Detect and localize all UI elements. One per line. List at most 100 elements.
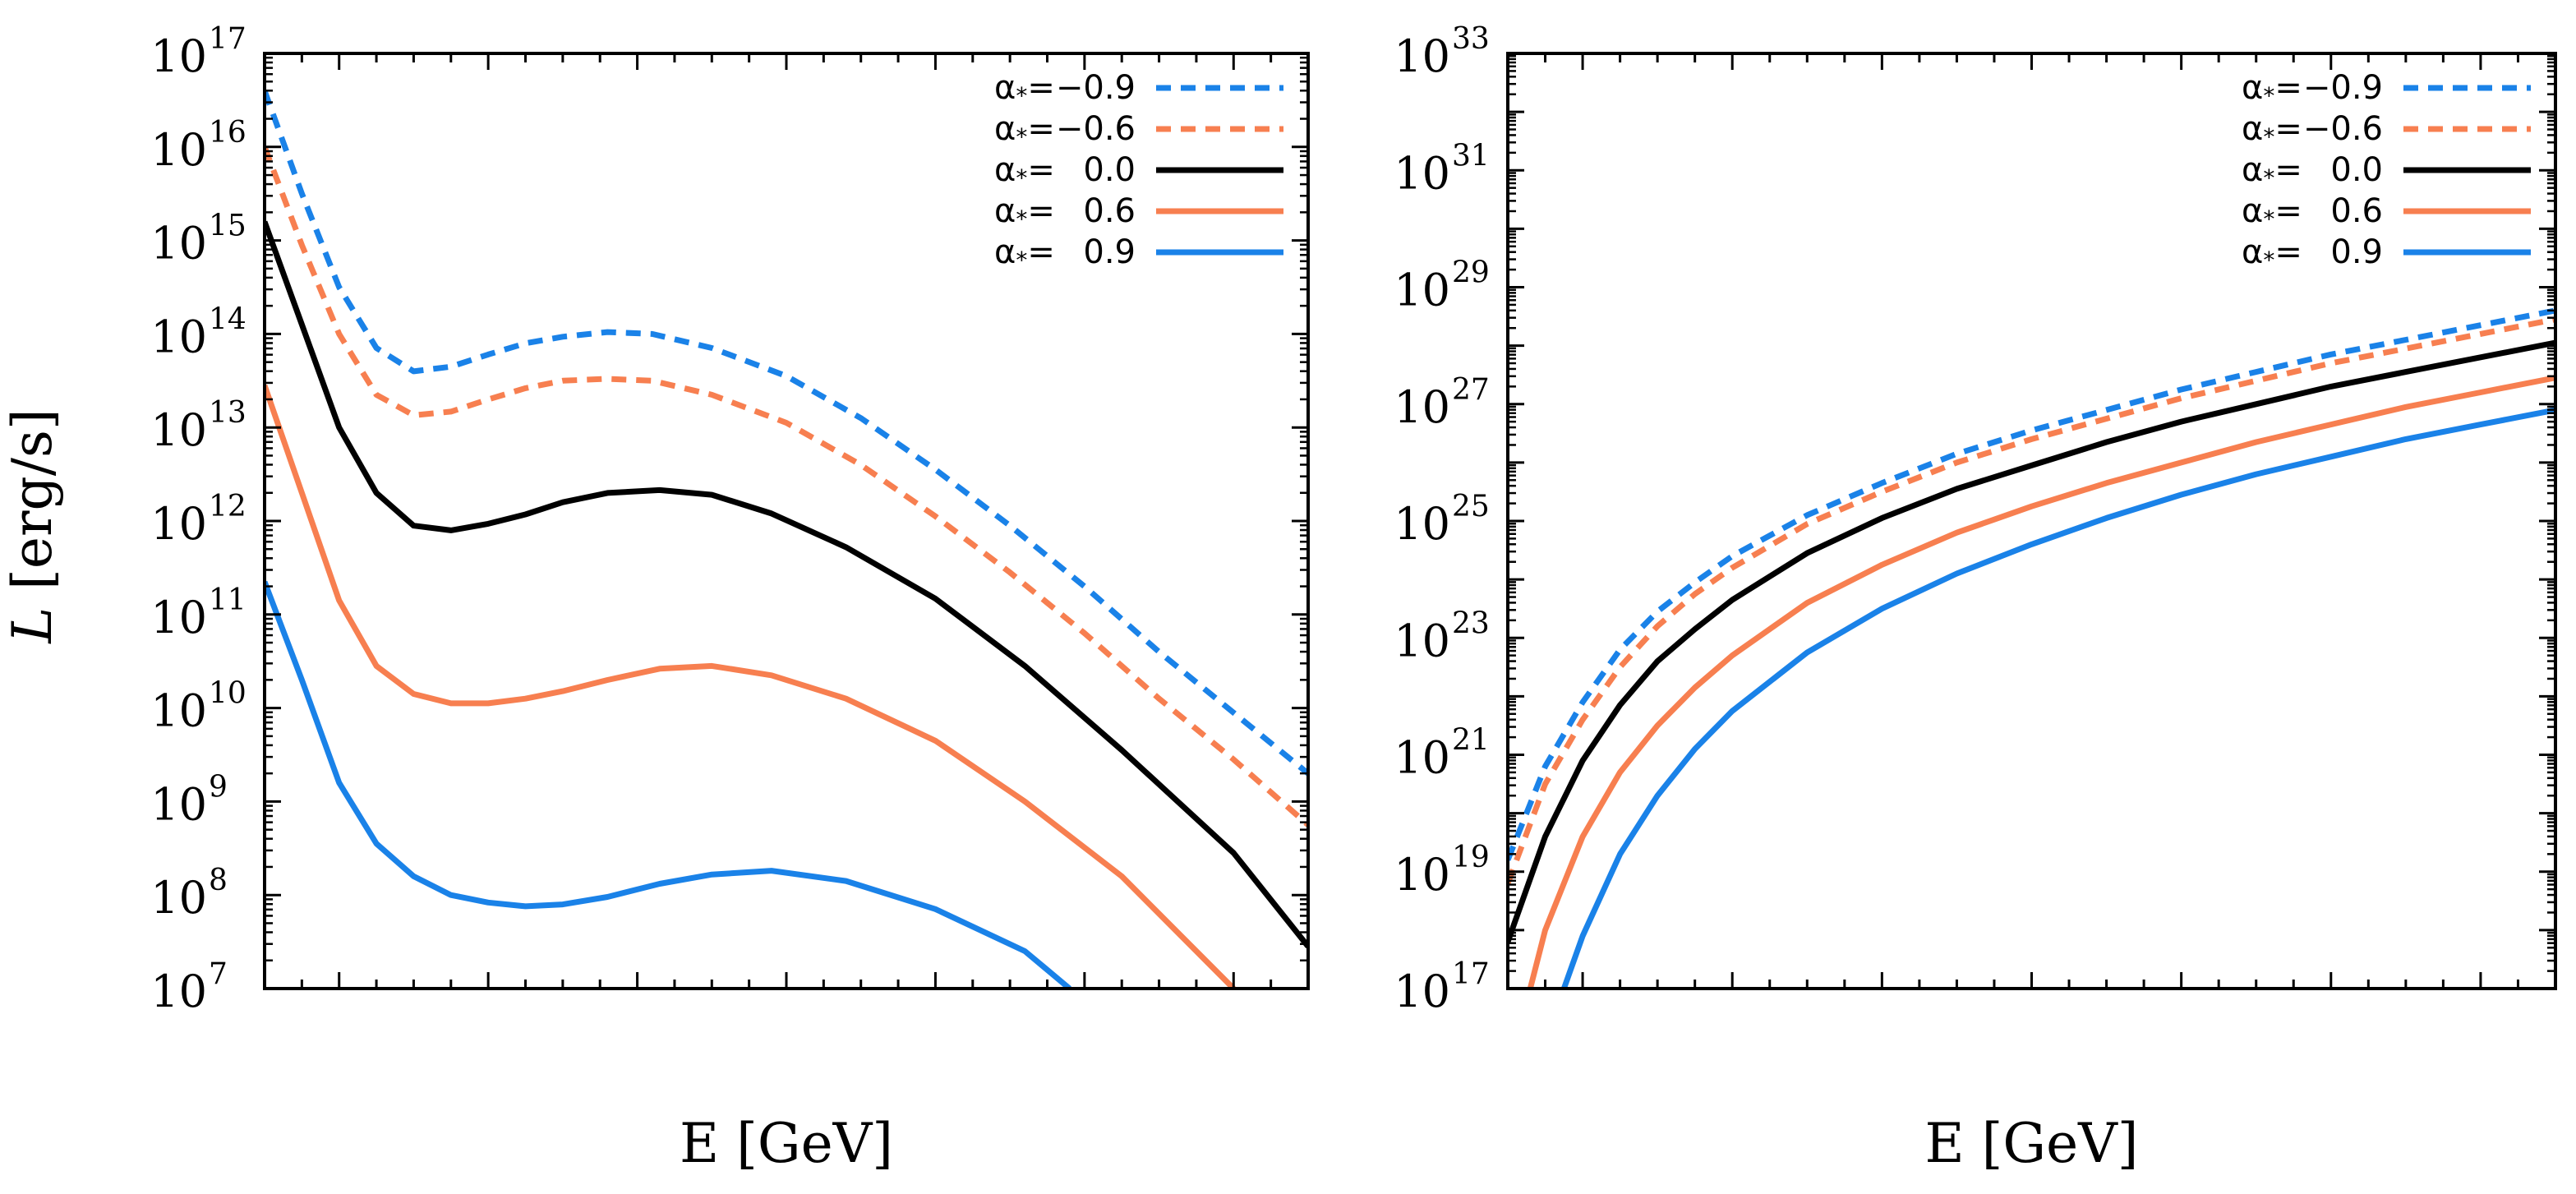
series-line-2	[265, 145, 1308, 828]
legend-equals: =	[2274, 192, 2302, 230]
y-tick-exponent: 10	[209, 677, 247, 711]
y-tick-base: 10	[150, 30, 207, 82]
legend-entry-value: −0.9	[1056, 69, 1136, 107]
y-tick-label: 10	[150, 218, 207, 270]
y-tick-base: 10	[150, 685, 207, 737]
y-tick-exponent: 16	[209, 116, 247, 150]
legend-symbol: α	[994, 110, 1016, 148]
legend-entry-label: α*=	[2242, 69, 2302, 109]
x-axis-label: E [GeV]	[680, 1112, 893, 1175]
y-tick-base: 10	[1394, 732, 1450, 784]
legend-subscript: *	[2263, 164, 2274, 191]
y-tick-label: 10	[1394, 966, 1450, 1017]
legend-symbol: α	[994, 69, 1016, 107]
y-tick-exponent: 29	[1452, 256, 1490, 290]
y-tick-base: 10	[150, 778, 207, 830]
series-line-1	[1508, 307, 2555, 861]
legend-equals: =	[1027, 192, 1055, 230]
y-tick-exponent: 14	[209, 302, 247, 336]
y-tick-exponent: 12	[209, 490, 247, 523]
legend-symbol: α	[994, 192, 1016, 230]
y-tick-label: 10	[1394, 615, 1450, 666]
y-tick-base: 10	[150, 966, 207, 1017]
legend-entry-value: 0.6	[2330, 192, 2383, 230]
legend-equals: =	[2274, 69, 2302, 107]
y-tick-base: 10	[1394, 849, 1450, 901]
series-group	[265, 90, 1308, 989]
plot-frame	[1506, 52, 2557, 990]
y-tick-label: 10	[1394, 849, 1450, 901]
y-tick-base: 10	[150, 218, 207, 270]
y-tick-exponent: 8	[209, 864, 228, 897]
y-tick-label: 10	[1394, 265, 1450, 316]
series-line-5	[1561, 407, 2555, 989]
legend-equals: =	[1027, 151, 1055, 189]
legend-subscript: *	[1016, 123, 1027, 150]
y-tick-exponent: 17	[209, 22, 247, 56]
legend-entry-value: 0.9	[2330, 233, 2383, 271]
y-tick-label: 10	[150, 30, 207, 82]
y-tick-exponent: 15	[209, 210, 247, 243]
legend-entry-label: α*=	[994, 110, 1055, 150]
y-tick-label: 10	[1394, 147, 1450, 199]
legend: α*= −0.9α*= −0.6α*= 0.0α*= 0.6α*= 0.9	[994, 69, 1283, 274]
y-tick-exponent: 9	[209, 770, 228, 804]
y-tick-base: 10	[1394, 966, 1450, 1017]
legend-equals: =	[2274, 233, 2302, 271]
y-tick-exponent: 25	[1452, 490, 1490, 523]
y-tick-label: 10	[150, 778, 207, 830]
y-tick-label: 10	[150, 966, 207, 1017]
legend-symbol: α	[2242, 69, 2263, 107]
legend-subscript: *	[2263, 123, 2274, 150]
y-tick-exponent: 27	[1452, 373, 1490, 407]
legend-entry-value: 0.0	[2330, 151, 2383, 189]
y-axis-label-italic: L	[1, 607, 64, 644]
legend-subscript: *	[2263, 205, 2274, 233]
series-group	[1508, 307, 2555, 989]
y-tick-exponent: 11	[209, 583, 247, 617]
y-tick-base: 10	[1394, 30, 1450, 82]
x-axis-label: E [GeV]	[1924, 1112, 2138, 1175]
legend-entry-value: −0.6	[1056, 110, 1136, 148]
legend-symbol: α	[2242, 110, 2263, 148]
y-tick-base: 10	[150, 592, 207, 643]
y-tick-base: 10	[1394, 381, 1450, 433]
y-tick-label: 10	[150, 404, 207, 456]
legend-entry-value: −0.6	[2303, 110, 2383, 148]
y-tick-exponent: 23	[1452, 606, 1490, 640]
legend-entry-label: α*=	[994, 151, 1055, 191]
y-tick-exponent: 7	[209, 957, 228, 991]
legend-entry-label: α*=	[2242, 233, 2302, 274]
y-tick-base: 10	[150, 404, 207, 456]
y-tick-base: 10	[1394, 265, 1450, 316]
legend-entry-value: −0.9	[2303, 69, 2383, 107]
legend-subscript: *	[1016, 205, 1027, 233]
legend-entry-label: α*=	[994, 69, 1055, 109]
y-tick-label: 10	[1394, 498, 1450, 550]
y-tick-base: 10	[1394, 498, 1450, 550]
y-tick-exponent: 31	[1452, 139, 1490, 173]
legend-subscript: *	[1016, 82, 1027, 109]
y-tick-exponent: 13	[209, 396, 247, 430]
figure-y-axis-label: L [erg/s]	[1, 408, 64, 643]
legend-entry-value: 0.0	[1083, 151, 1136, 189]
y-tick-base: 10	[150, 872, 207, 924]
series-line-5	[265, 580, 1071, 989]
legend-entry-label: α*=	[994, 192, 1055, 233]
y-axis-label-unit: [erg/s]	[1, 408, 64, 606]
legend-symbol: α	[994, 233, 1016, 271]
legend-entry-label: α*=	[2242, 151, 2302, 191]
legend-symbol: α	[2242, 192, 2263, 230]
y-tick-label: 10	[150, 124, 207, 176]
y-tick-base: 10	[150, 498, 207, 550]
legend-equals: =	[1027, 69, 1055, 107]
y-tick-label: 10	[1394, 381, 1450, 433]
series-line-1	[265, 90, 1308, 777]
legend-subscript: *	[2263, 82, 2274, 109]
legend-entry-label: α*=	[994, 233, 1055, 274]
y-tick-label: 10	[1394, 732, 1450, 784]
y-tick-exponent: 19	[1452, 841, 1490, 874]
